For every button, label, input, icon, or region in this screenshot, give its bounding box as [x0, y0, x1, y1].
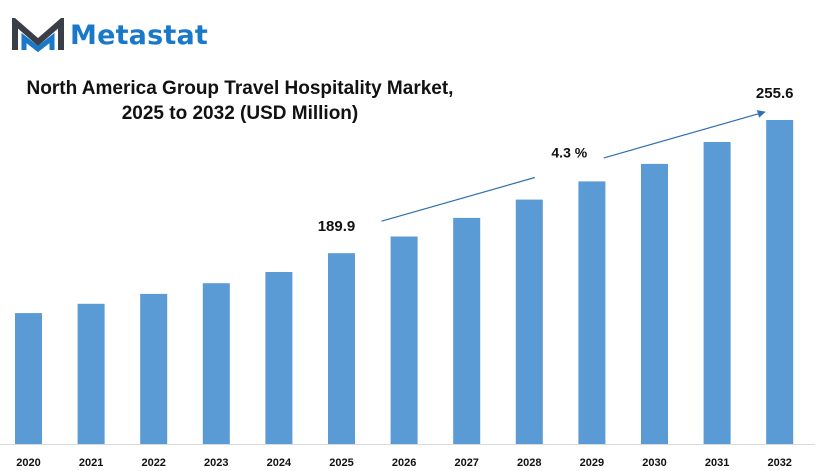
x-tick-label-2021: 2021 [79, 457, 103, 469]
x-tick-label-2023: 2023 [204, 457, 228, 469]
bar-2020 [15, 313, 42, 444]
bar-2029 [578, 181, 606, 444]
bar-2028 [515, 199, 543, 444]
bar-2031 [703, 142, 731, 444]
bar-2030 [641, 163, 668, 444]
bar-2026 [390, 236, 418, 444]
bar-2023 [202, 283, 230, 444]
x-tick-label-2025: 2025 [329, 457, 353, 469]
bar-2027 [453, 217, 481, 444]
chart-title-line-1: North America Group Travel Hospitality M… [26, 78, 454, 99]
growth-trend-line [381, 176, 535, 222]
brand-logo: Metastat [12, 18, 208, 52]
x-tick-label-2022: 2022 [141, 457, 165, 469]
x-tick-label-2032: 2032 [767, 457, 791, 469]
value-label-2025: 189.9 [318, 218, 356, 235]
bars-group [15, 120, 794, 444]
growth-trend-arrow [603, 110, 766, 159]
value-label-2032: 255.6 [756, 85, 794, 102]
brand-name: Metastat [70, 19, 209, 51]
bar-2021 [77, 303, 105, 444]
x-tick-label-2030: 2030 [642, 457, 666, 469]
bar-2024 [265, 272, 293, 444]
chart-title-line-2: 2025 to 2032 (USD Million) [121, 103, 359, 124]
bar-2032 [766, 120, 794, 444]
chart-title: North America Group Travel Hospitality M… [20, 76, 460, 126]
x-tick-label-2024: 2024 [267, 457, 292, 469]
x-tick-label-2029: 2029 [580, 457, 604, 469]
value-labels: 189.9 255.6 [318, 85, 794, 235]
x-tick-label-2026: 2026 [392, 457, 416, 469]
bar-2025 [328, 253, 355, 444]
x-tick-label-2020: 2020 [16, 457, 40, 469]
x-tick-label-2028: 2028 [517, 457, 541, 469]
metastat-m-logo-icon [12, 18, 64, 52]
x-tick-labels: 2020 2021 2022 2023 2024 2025 2026 2027 2028 2029… [16, 457, 792, 469]
bar-2022 [140, 293, 168, 444]
cagr-label: 4.3 % [551, 145, 587, 161]
x-tick-label-2031: 2031 [705, 457, 729, 469]
x-tick-label-2027: 2027 [454, 457, 478, 469]
